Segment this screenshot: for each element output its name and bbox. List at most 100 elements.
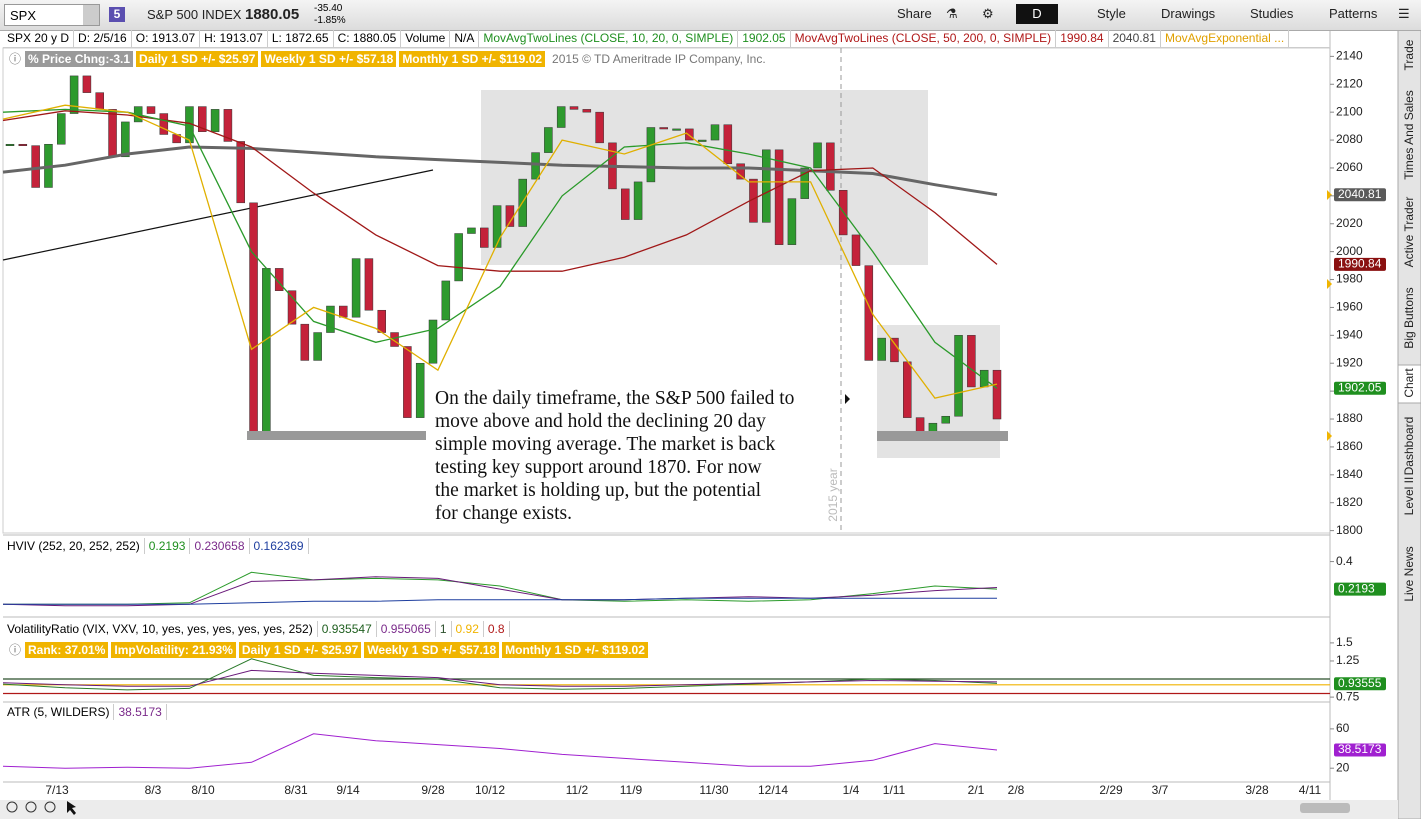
level-value: 0.8 [484, 621, 510, 637]
info-item: C: 1880.05 [334, 30, 402, 47]
sidebar-tab[interactable]: Trade [1402, 39, 1416, 70]
atr-header: ATR (5, WILDERS) 38.5173 [3, 704, 167, 720]
period-button[interactable]: D [1016, 4, 1058, 24]
volratio-header: VolatilityRatio (VIX, VXV, 10, yes, yes,… [3, 621, 510, 637]
volratio-study-bar: ⓘ Rank: 37.01% ImpVolatility: 21.93% Daily… [5, 642, 651, 658]
annotation-line: move above and hold the declining 20 day [435, 411, 766, 432]
info-item: N/A [450, 30, 480, 47]
symbol-box[interactable]: SPX [4, 4, 100, 26]
sidebar-tab[interactable]: Times And Sales [1402, 90, 1416, 180]
line-series [2, 104, 998, 399]
candle [762, 149, 771, 223]
candle [890, 337, 899, 363]
info-item: D: 2/5/16 [74, 30, 132, 47]
price-badge-label: 0.93555 [1338, 676, 1382, 690]
y-tick-label: 1860 [1336, 439, 1363, 453]
sidebar-tab[interactable]: Active Trader [1402, 197, 1416, 268]
annotation-line: the market is holding up, but the potent… [435, 480, 762, 501]
zoom-in[interactable] [25, 801, 37, 813]
x-tick-label: 3/7 [1152, 783, 1169, 797]
candle [723, 124, 733, 165]
x-tick-label: 7/13 [45, 783, 69, 797]
line-series [2, 733, 998, 769]
candle [262, 268, 271, 437]
sidebar-tab[interactable]: Dashboard [1402, 417, 1416, 476]
candle [223, 109, 233, 142]
info-item: MovAvgTwoLines (CLOSE, 50, 200, 0, SIMPL… [791, 30, 1057, 47]
info-item: 2040.81 [1109, 30, 1161, 47]
candle [903, 361, 912, 418]
candle [18, 143, 28, 146]
annotation: On the daily timeframe, the S&P 500 fail… [435, 387, 794, 525]
style-button[interactable]: Style [1097, 6, 1126, 21]
candle [95, 92, 104, 110]
x-tick-label: 2/1 [968, 783, 985, 797]
sidebar-tab[interactable]: Level II [1402, 477, 1416, 516]
candle [274, 268, 284, 291]
candle [121, 121, 130, 158]
candle [569, 106, 579, 110]
line-series [2, 110, 998, 272]
study-chip: Weekly 1 SD +/- $57.18 [261, 51, 397, 67]
price-badge [1334, 257, 1386, 271]
patterns-button[interactable]: Patterns [1329, 6, 1378, 21]
price-badge-label: 1902.05 [1338, 380, 1382, 394]
candle [249, 202, 258, 437]
y-tick-label: 0.75 [1336, 689, 1360, 703]
y-tick-label: 2120 [1336, 76, 1363, 90]
share-button[interactable]: Share [897, 6, 932, 21]
legend-value: 0.2193 [145, 538, 191, 554]
change: -35.40 [314, 3, 343, 14]
link-badge[interactable]: 5 [109, 7, 125, 22]
y-tick-label: 2000 [1336, 244, 1363, 258]
sidebar-tab[interactable]: Big Buttons [1402, 287, 1416, 348]
settings-button[interactable]: ⚙ [982, 6, 994, 21]
legend-value: 38.5173 [114, 704, 167, 720]
price-badge-label: 38.5173 [1338, 742, 1382, 756]
x-tick-label: 2/29 [1099, 783, 1123, 797]
trend-line [2, 169, 434, 261]
zoom-icon[interactable] [6, 801, 18, 813]
candle [685, 128, 694, 141]
candle [339, 305, 348, 318]
y-tick-label: 2140 [1336, 49, 1363, 63]
info-icon[interactable]: ⓘ [9, 52, 22, 66]
x-tick-label: 9/28 [421, 783, 445, 797]
candle [877, 337, 886, 361]
candle [954, 335, 963, 417]
line-series [2, 108, 998, 389]
scrollbar[interactable] [1300, 803, 1350, 813]
info-icon[interactable]: ⓘ [9, 643, 22, 657]
info-item: O: 1913.07 [132, 30, 201, 47]
cursor-icon[interactable] [67, 801, 76, 815]
drawings-button[interactable]: Drawings [1161, 6, 1216, 21]
candle [544, 127, 553, 153]
sidebar-selected [1397, 364, 1421, 404]
y-tick-label: 2080 [1336, 132, 1363, 146]
candle [492, 205, 502, 248]
candle [467, 227, 476, 234]
studies-button[interactable]: Studies [1250, 6, 1294, 21]
sidebar-tab[interactable]: Chart [1402, 368, 1416, 398]
x-tick-label: 3/28 [1245, 783, 1269, 797]
sidebar-tab[interactable]: Live News [1402, 546, 1416, 601]
candle [941, 415, 950, 424]
price-badge [1334, 677, 1386, 691]
dropdown[interactable] [83, 5, 99, 25]
x-tick-label: 8/3 [145, 783, 162, 797]
price-badge-label: 1990.84 [1338, 257, 1382, 271]
line-series [3, 597, 997, 605]
x-tick-label: 2/8 [1008, 783, 1025, 797]
flask-button[interactable]: ⚗ [946, 6, 958, 21]
line-series [2, 576, 998, 607]
marker [1327, 190, 1332, 200]
zoom-out[interactable] [44, 801, 56, 813]
change-pct: -1.85% [314, 15, 346, 26]
candle [595, 111, 604, 144]
candle [428, 319, 438, 364]
range-box [481, 90, 928, 265]
x-tick-label: 12/14 [758, 783, 788, 797]
menu-button[interactable]: ☰ [1398, 6, 1410, 21]
info-item: MovAvgExponential ... [1161, 30, 1290, 47]
